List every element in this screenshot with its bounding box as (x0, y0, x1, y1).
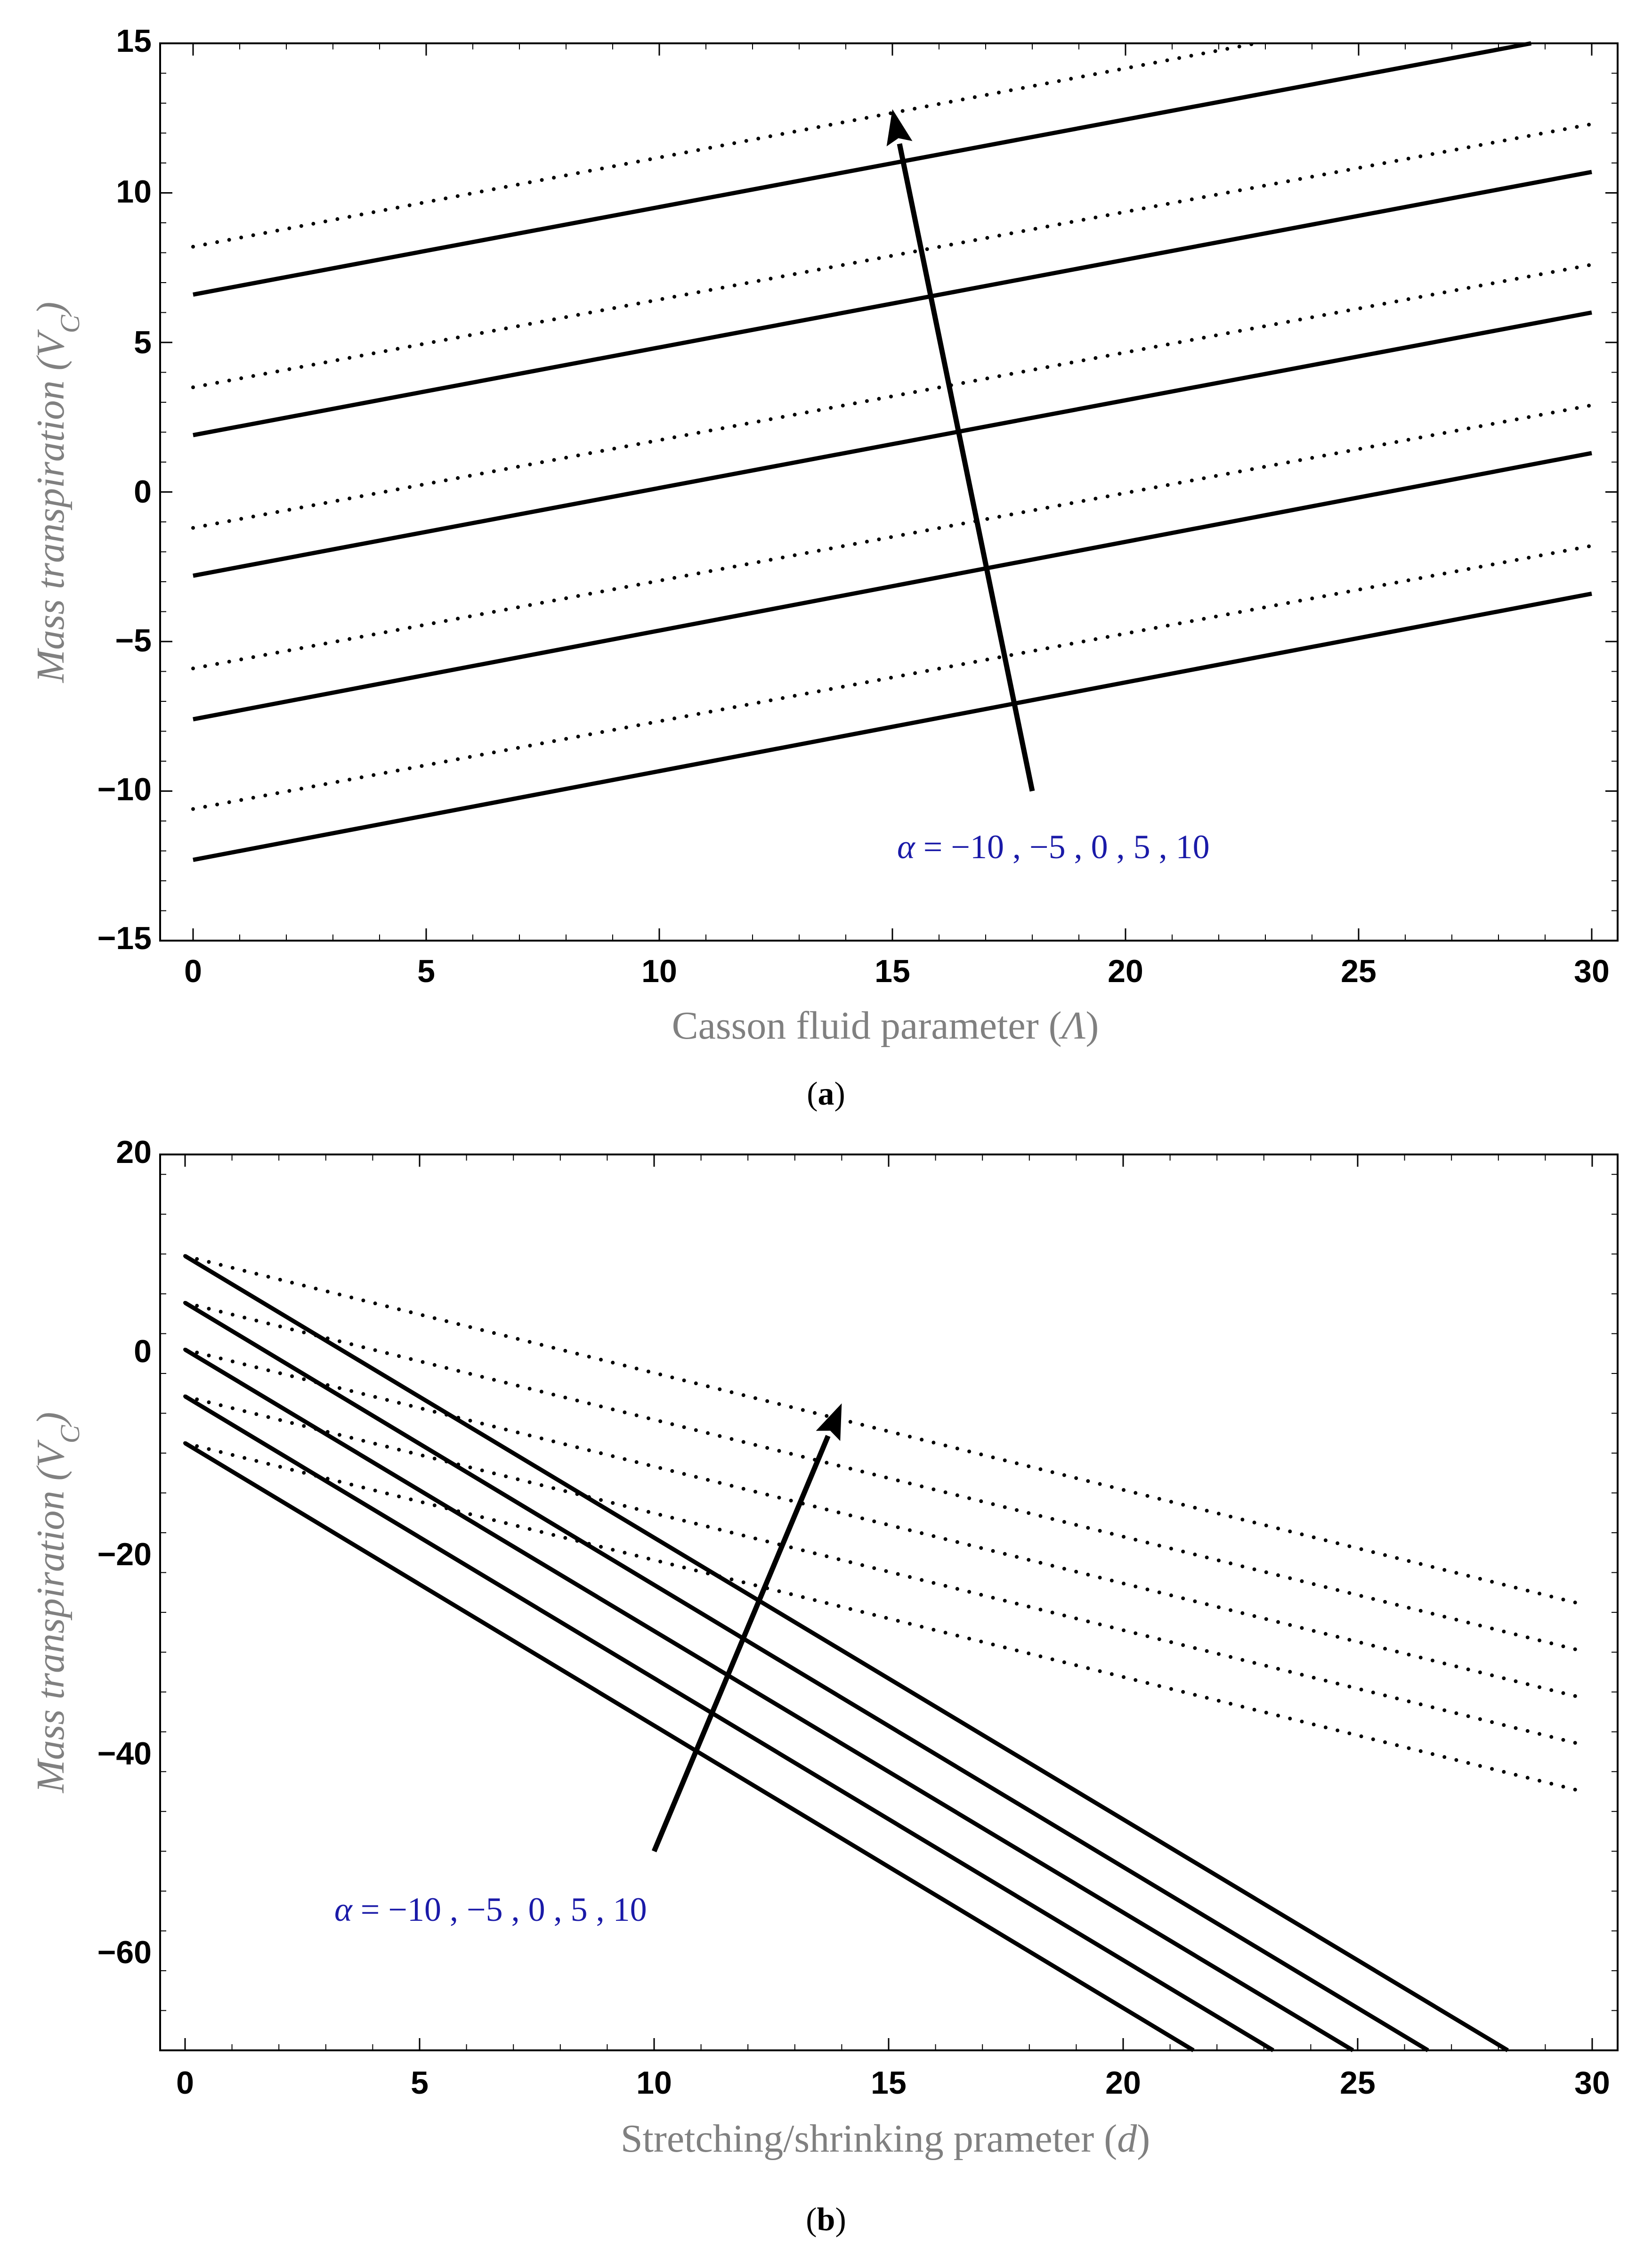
panel-b-xlabel-close: ) (1137, 2117, 1150, 2161)
panel-b-series-solid-2 (184, 1348, 1354, 2052)
panel-b-arrow (651, 1403, 842, 1853)
panel-a-caption-letter: a (818, 1076, 834, 1112)
panel-a-ylabel-close: ) (29, 302, 73, 317)
panel-b-arrow-head (816, 1403, 842, 1441)
panel-b-series-solid-3 (184, 1301, 1429, 2052)
panel-a-caption-close: ) (834, 1076, 845, 1112)
panel-a-ytick-label: −10 (97, 772, 152, 807)
panel-a-tick-marks (160, 42, 1618, 942)
panel-b-xtick-label: 10 (636, 2065, 672, 2101)
panel-b-xtick-label: 25 (1340, 2065, 1376, 2101)
panel-b-ylabel-symbol: V (29, 1439, 73, 1468)
panel-a-x-axis-title: Casson fluid parameter (Λ) (672, 1004, 1099, 1048)
panel-a-xtick-label: 20 (1108, 953, 1143, 989)
panel-a-xlabel-text: Casson fluid parameter ( (672, 1004, 1062, 1048)
panel-a-series-solid-8 (193, 41, 1532, 297)
panel-b-series-dotted-5 (183, 1441, 1585, 1794)
panel-a-series-dotted-3 (191, 403, 1594, 671)
panel-b-ylabel-text: Mass transpiration ( (29, 1465, 73, 1794)
panel-b-caption: (b) (806, 2202, 846, 2238)
panel-a-xtick-label: 25 (1341, 953, 1377, 989)
panel-a-ytick-label: 5 (134, 325, 152, 360)
panel-b-annotation-symbol: α (334, 1891, 353, 1928)
panel-a-ytick-label: −15 (97, 920, 152, 956)
panel-a-annotation-symbol: α (897, 828, 915, 866)
panel-a-ytick-label: −5 (115, 623, 152, 658)
panel-b-series-solid-4 (184, 1254, 1509, 2052)
panel-b-xtick-label: 5 (411, 2065, 429, 2101)
panel-b-series-solid-1 (184, 1394, 1275, 2052)
panel-a-xlabel-symbol: Λ (1059, 1004, 1086, 1048)
panel-b-tick-marks (160, 1154, 1618, 2051)
panel-a-ylabel-symbol: V (29, 329, 73, 358)
panel-a-series-solid-6 (193, 170, 1592, 438)
panel-b: 0 5 10 15 20 25 30 −60 −40 −20 0 20 Stre… (29, 1134, 1619, 2238)
panel-b-series-dotted-8 (183, 1300, 1585, 1653)
panel-a-xtick-label: 5 (417, 953, 435, 989)
panel-b-series-solid-0 (184, 1441, 1195, 2052)
panel-b-ylabel-close: ) (29, 1412, 73, 1427)
panel-a-xtick-label: 10 (641, 953, 677, 989)
panel-a-ytick-label: 15 (116, 23, 152, 59)
panel-b-xtick-label: 30 (1574, 2065, 1610, 2101)
panel-a-series-solid-2 (193, 451, 1592, 722)
panel-a-xtick-label: 15 (875, 953, 910, 989)
panel-b-ytick-label: −60 (97, 1934, 152, 1970)
panel-a-ylabel-text: Mass transpiration ( (29, 355, 73, 683)
panel-a-annotation-values: = −10 , −5 , 0 , 5 , 10 (915, 828, 1210, 866)
panel-a-series-dotted-1 (191, 544, 1594, 811)
panel-b-caption-letter: b (817, 2202, 835, 2238)
panel-b-arrow-shaft (651, 1435, 831, 1853)
panel-a-arrow (886, 109, 1035, 792)
panel-a-ytick-label: 10 (116, 174, 152, 210)
panel-b-caption-close: ) (835, 2202, 846, 2238)
panel-b-series-dotted-9 (183, 1254, 1585, 1607)
panel-a-xtick-label: 30 (1574, 953, 1610, 989)
panel-a-ytick-label: 0 (134, 474, 152, 510)
panel-b-xtick-label: 20 (1105, 2065, 1141, 2101)
panel-a-series-solid-4 (193, 310, 1592, 578)
panel-b-ylabel-subscript: C (55, 1424, 85, 1443)
panel-a: 0 5 10 15 20 25 30 −15 −10 −5 0 5 10 15 … (29, 23, 1619, 1112)
panel-a-series-dotted-5 (191, 262, 1594, 530)
panel-a-xtick-label: 0 (184, 953, 202, 989)
panel-a-annotation: α = −10 , −5 , 0 , 5 , 10 (897, 828, 1210, 866)
panel-b-xlabel-symbol: d (1117, 2117, 1137, 2161)
panel-a-ylabel-subscript: C (55, 314, 85, 333)
panel-a-arrow-shaft (897, 143, 1035, 792)
panel-b-series-dotted-7 (183, 1348, 1585, 1700)
panel-b-ytick-label: 0 (134, 1333, 152, 1369)
panel-b-series-dotted-6 (183, 1394, 1585, 1747)
panel-b-annotation: α = −10 , −5 , 0 , 5 , 10 (334, 1891, 647, 1928)
panel-b-ytick-label: −40 (97, 1736, 152, 1772)
panel-a-series-dotted-7 (191, 122, 1594, 390)
panel-b-xtick-label: 0 (176, 2065, 194, 2101)
panel-a-caption: (a) (807, 1076, 845, 1112)
panel-a-series (191, 41, 1594, 862)
panel-b-x-axis-title: Stretching/shrinking prameter (d) (621, 2117, 1150, 2161)
panel-b-ytick-label: 20 (116, 1134, 152, 1170)
panel-b-y-axis-title: Mass transpiration (VC) (29, 1412, 85, 1794)
panel-b-xtick-label: 15 (871, 2065, 907, 2101)
panel-b-series (183, 1254, 1585, 2052)
panel-b-ytick-label: −20 (97, 1536, 152, 1572)
panel-a-plot-frame (159, 42, 1619, 942)
panel-a-caption-open: ( (807, 1076, 818, 1112)
panel-a-y-axis-title: Mass transpiration (VC) (29, 302, 85, 683)
panel-a-arrow-head (886, 109, 913, 146)
panel-b-xlabel-text: Stretching/shrinking prameter ( (621, 2117, 1117, 2161)
panel-a-xlabel-close: ) (1085, 1004, 1099, 1048)
panel-a-series-solid-0 (193, 591, 1592, 862)
panel-b-caption-open: ( (806, 2202, 817, 2238)
panel-b-annotation-values: = −10 , −5 , 0 , 5 , 10 (352, 1891, 647, 1928)
